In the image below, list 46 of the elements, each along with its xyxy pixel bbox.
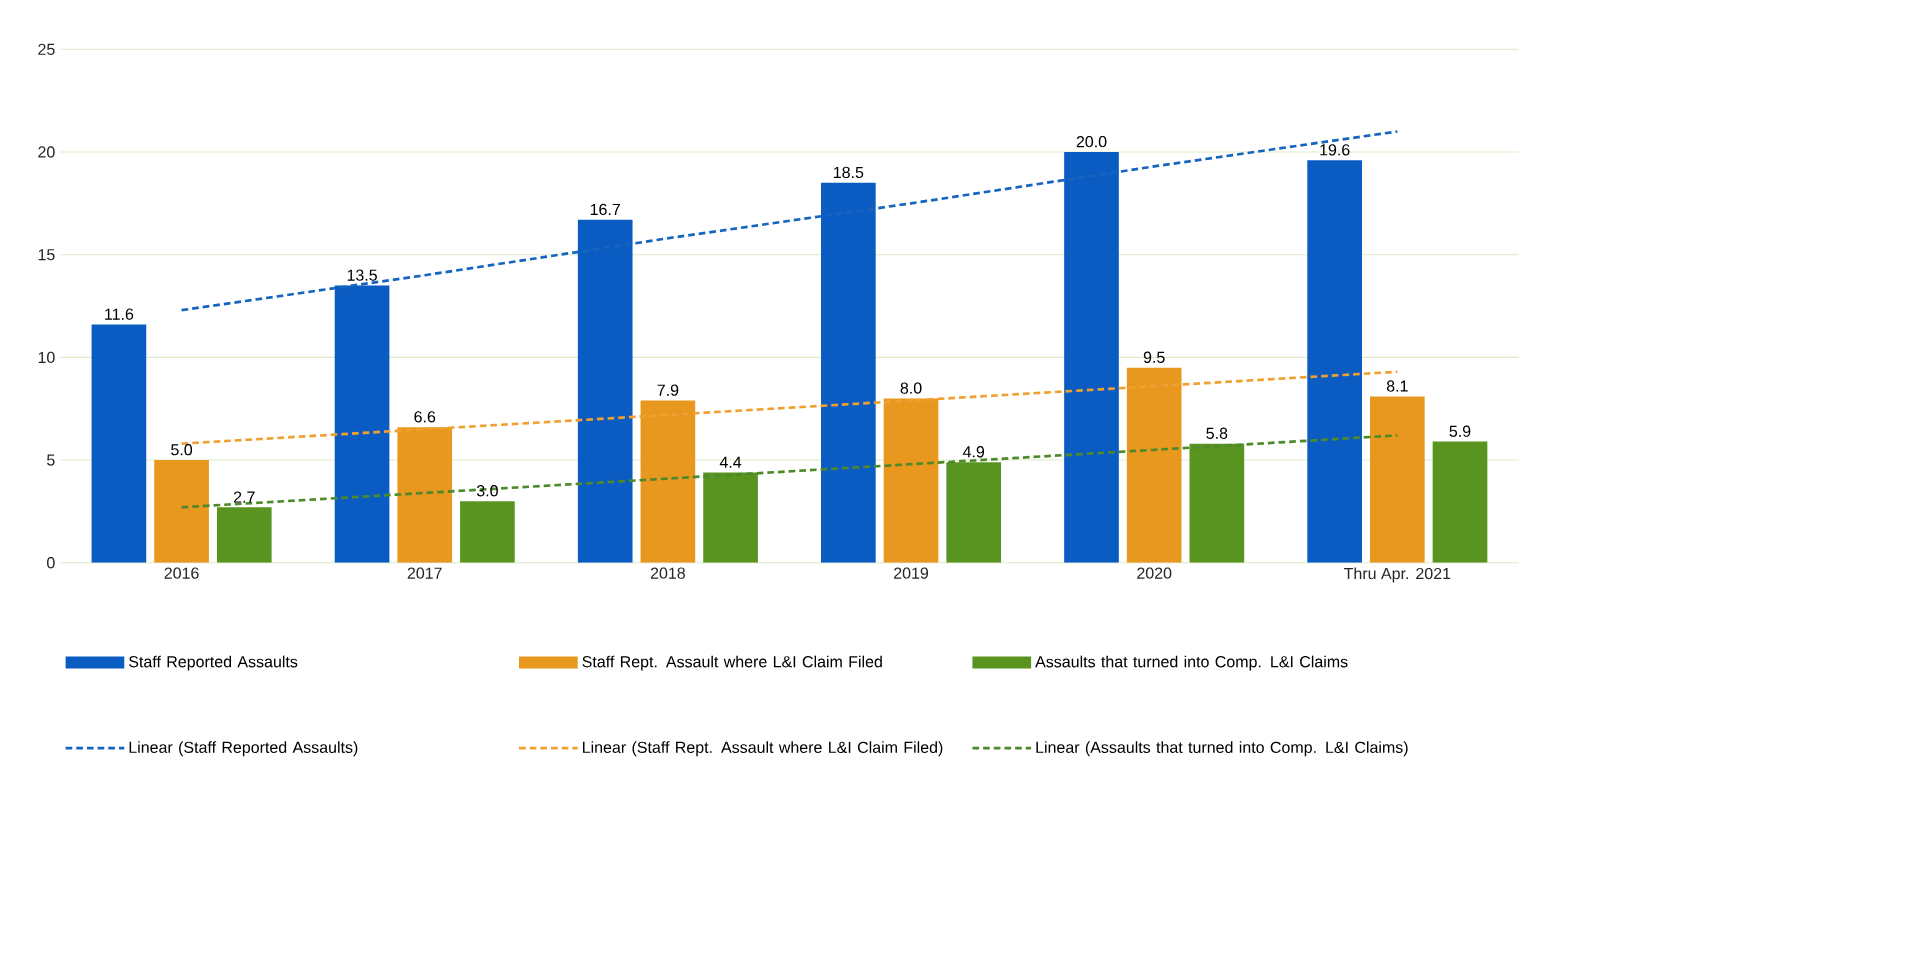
data-label: 19.6 [1320,144,1350,156]
x-tick-label: 2018 [650,567,685,580]
data-label: 8.1 [1386,380,1408,392]
y-tick-label: 0 [47,557,55,569]
bar [883,398,939,564]
data-label: 3.0 [476,485,498,497]
bar [1369,396,1425,564]
x-tick-label: 2019 [894,567,929,580]
x-tick-label: 2016 [164,567,199,580]
legend-label: Assaults that turned into Comp. L&I Claims [1035,655,1348,671]
data-label: 16.7 [590,204,620,216]
bar [91,324,147,564]
data-label: 7.9 [657,384,679,397]
data-label: 20.0 [1076,136,1107,148]
bar [397,427,453,564]
bar [640,400,696,564]
data-label: 4.4 [719,456,742,468]
bar [154,460,209,564]
data-label: 5.0 [171,444,193,456]
x-tick-label: 2017 [407,567,442,580]
data-label: 9.5 [1143,351,1165,364]
data-label: 13.5 [347,269,377,282]
x-tick-label: 2020 [1137,567,1172,580]
data-label: 4.9 [962,446,985,458]
y-tick-label: 15 [38,249,55,261]
bar [1432,441,1488,564]
bar [1126,367,1182,564]
legend-label: Linear (Staff Reported Assaults) [129,741,358,757]
data-label: 5.9 [1449,425,1471,438]
legend-label: Staff Reported Assaults [129,655,298,671]
y-tick-label: 5 [47,454,55,466]
y-tick-label: 25 [38,43,55,56]
data-label: 8.0 [900,382,922,394]
legend-label: Linear (Staff Rept. Assault where L&I Claim Filed) [583,741,943,757]
data-label: 2.7 [233,491,255,503]
data-label: 18.5 [833,167,864,179]
data-label: 6.6 [414,411,436,423]
legend-label: Linear (Assaults that turned into Comp. L&I Claims) [1036,741,1408,757]
y-tick-label: 10 [38,351,55,364]
y-tick-label: 20 [38,146,55,158]
x-tick-label: Thru Apr. 2021 [1344,567,1451,583]
legend-label: Staff Rept. Assault where L&I Claim Filed [582,655,882,671]
data-label: 5.8 [1206,427,1228,440]
data-label: 11.6 [105,308,134,321]
bar [460,501,515,564]
bar [1307,160,1362,564]
